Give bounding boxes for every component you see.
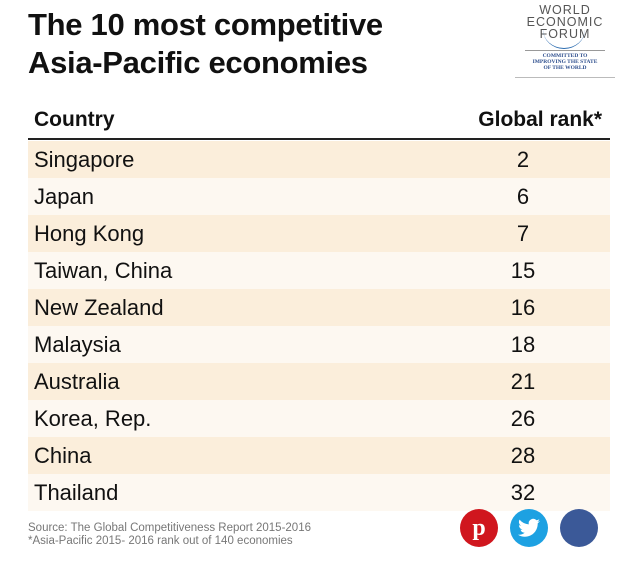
country-cell: New Zealand (34, 295, 164, 320)
country-cell: Hong Kong (34, 221, 145, 246)
rank-cell: 7 (516, 221, 530, 246)
country-cell: Singapore (34, 147, 135, 172)
footer: Source: The Global Competitiveness Repor… (28, 522, 311, 548)
rank-cell: 6 (516, 184, 530, 209)
twitter-icon (518, 518, 540, 537)
country-cell: Australia (34, 369, 120, 394)
rank-cell: 15 (510, 258, 536, 283)
country-cell: Japan (34, 184, 94, 209)
country-cell: Korea, Rep. (34, 406, 152, 431)
table-row: Taiwan, China 15 (28, 252, 610, 289)
page-title: The 10 most competitive Asia-Pacific eco… (28, 7, 383, 80)
table-row: Singapore 2 (28, 141, 610, 178)
header-rank: Global rank* (478, 108, 602, 131)
country-cell: China (34, 443, 92, 468)
rank-cell: 32 (510, 480, 536, 505)
table-header: Country Global rank* (28, 106, 610, 140)
table-row: New Zealand 16 (28, 289, 610, 326)
rank-cell: 16 (510, 295, 536, 320)
country-cell: Taiwan, China (34, 258, 173, 283)
facebook-button[interactable] (560, 509, 598, 547)
country-cell: Malaysia (34, 332, 121, 357)
table-row: Australia 21 (28, 363, 610, 400)
table-row: Malaysia 18 (28, 326, 610, 363)
rank-note: *Asia-Pacific 2015- 2016 rank out of 140… (28, 535, 293, 547)
rank-cell: 2 (516, 147, 530, 172)
header-country: Country (34, 108, 115, 131)
rank-cell: 26 (510, 406, 536, 431)
twitter-button[interactable] (510, 509, 548, 547)
pinterest-icon: p (472, 514, 486, 541)
source-note: Source: The Global Competitiveness Repor… (28, 522, 311, 534)
rank-cell: 28 (510, 443, 536, 468)
rank-cell: 21 (510, 369, 536, 394)
table-row: Thailand 32 (28, 474, 610, 511)
table-row: China 28 (28, 437, 610, 474)
country-cell: Thailand (34, 480, 119, 505)
pinterest-button[interactable]: p (460, 509, 498, 547)
wef-logo: WORLD ECONOMIC FORUM COMMITTED TO IMPROV… (515, 4, 615, 78)
table-body: Singapore 2 Japan 6 Hong Kong 7 Taiwan, China 1… (28, 141, 610, 511)
rank-cell: 18 (510, 332, 536, 357)
table-row: Japan 6 (28, 178, 610, 215)
table-row: Hong Kong 7 (28, 215, 610, 252)
table-row: Korea, Rep. 26 (28, 400, 610, 437)
